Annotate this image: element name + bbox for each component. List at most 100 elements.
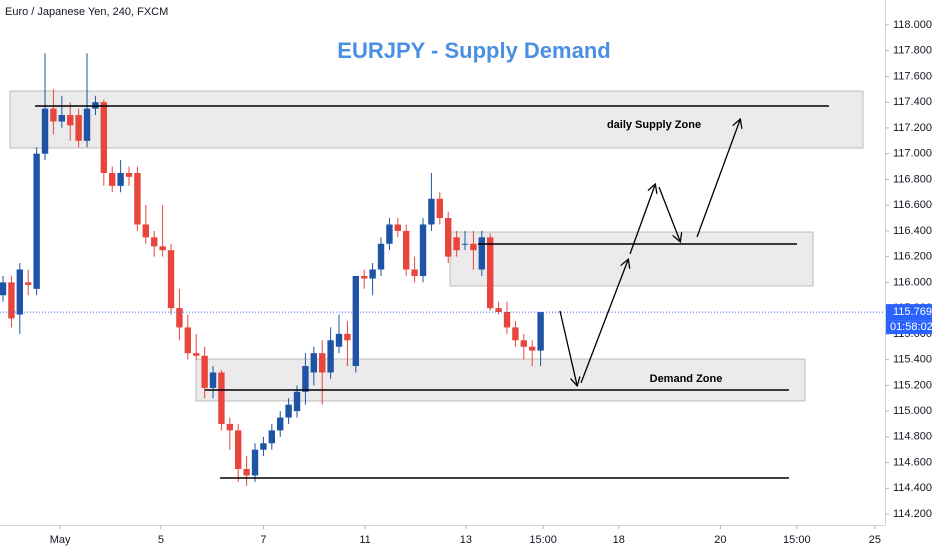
y-tick-label: 116.400 (893, 225, 932, 237)
candle-body (302, 366, 309, 392)
supply-zone (9, 90, 864, 149)
annotation: daily Supply Zone (607, 119, 701, 131)
candle-body (50, 108, 57, 122)
y-tick-label: 114.800 (893, 431, 932, 443)
arrow (658, 186, 680, 241)
candle-body (260, 443, 267, 450)
y-tick-label: 116.800 (893, 173, 932, 185)
candle-body (117, 172, 124, 186)
candle-body (159, 246, 166, 251)
candle-body (109, 172, 116, 186)
candle-body (41, 108, 49, 154)
y-tick-label: 116.200 (893, 251, 932, 263)
candle-body (193, 353, 200, 356)
candle-body (67, 115, 74, 126)
candle-body (33, 153, 40, 289)
chart-title: EURJPY - Supply Demand (337, 38, 610, 63)
candle-body (0, 282, 7, 296)
candle-body (453, 237, 460, 251)
candle-body (184, 327, 192, 354)
candle-body (277, 417, 284, 431)
x-tick-label: 15:00 (783, 534, 811, 546)
candle-body (403, 230, 410, 270)
annotation: Demand Zone (650, 373, 723, 385)
arrow (580, 260, 628, 384)
candle-body (478, 237, 486, 270)
x-tick-label: 20 (714, 534, 726, 546)
arrow (696, 120, 740, 238)
candle-body (520, 340, 528, 347)
candle-body (75, 115, 82, 141)
candle-body (537, 312, 544, 351)
x-tick-label: 18 (613, 534, 625, 546)
drawings (9, 90, 864, 402)
candle-body (445, 218, 452, 257)
last-price-label: 115.769 (893, 306, 932, 318)
candle-body (335, 333, 343, 347)
candle-body (344, 333, 351, 341)
candle-body (8, 282, 15, 319)
candle-body (428, 198, 435, 225)
candle-body (529, 346, 536, 351)
candle-body (134, 172, 141, 225)
candle-body (58, 115, 66, 122)
candle-body (419, 224, 427, 276)
candle-body (319, 353, 326, 373)
y-tick-label: 114.600 (893, 456, 932, 468)
y-tick-label: 116.000 (893, 276, 932, 288)
y-tick-label: 117.400 (893, 96, 932, 108)
candle-body (386, 224, 393, 244)
candle-body (377, 243, 385, 270)
candle-body (251, 449, 259, 476)
candle-body (285, 404, 292, 418)
arrow (629, 185, 655, 255)
y-tick-label: 117.600 (893, 70, 932, 82)
y-tick-label: 115.200 (893, 379, 932, 391)
candle-body (268, 430, 276, 444)
x-tick-label: 25 (869, 534, 881, 546)
candle-body (167, 250, 175, 309)
candle-body (201, 355, 208, 388)
candle-body (151, 237, 158, 247)
x-tick-label: 5 (158, 534, 164, 546)
y-tick-label: 117.800 (893, 45, 932, 57)
y-tick-label: 118.000 (893, 19, 932, 31)
x-tick-label: 7 (260, 534, 266, 546)
last-price-box (886, 304, 932, 321)
candle-body (243, 469, 250, 476)
plot (0, 53, 885, 486)
candle-body (503, 311, 511, 328)
mid-zone (449, 231, 814, 287)
y-tick-label: 115.000 (893, 405, 932, 417)
x-tick-label: 15:00 (529, 534, 557, 546)
candle-body (361, 275, 368, 279)
y-tick-label: 115.400 (893, 354, 932, 366)
candle-body (369, 269, 376, 279)
candle-body (218, 372, 225, 424)
symbol-header: Euro / Japanese Yen, 240, FXCM (5, 6, 168, 18)
candle-body (310, 353, 318, 373)
candle-body (83, 108, 91, 141)
candle-body (512, 327, 519, 341)
countdown-box (886, 320, 932, 335)
x-tick-label: May (50, 534, 71, 546)
candle-body (100, 102, 108, 173)
y-tick-label: 114.200 (893, 508, 932, 520)
y-tick-label: 116.600 (893, 199, 932, 211)
candle-body (394, 224, 402, 231)
candle-body (461, 243, 469, 245)
candle-body (25, 282, 32, 285)
candle-body (226, 423, 234, 431)
candle-body (209, 372, 217, 388)
y-tick-label: 114.400 (893, 482, 932, 494)
y-tick-label: 117.200 (893, 122, 932, 134)
x-tick-label: 11 (359, 534, 370, 546)
y-tick-label: 117.000 (893, 148, 932, 160)
candle-body (125, 172, 133, 177)
countdown-label: 01:58:02 (890, 321, 932, 333)
candle-body (327, 340, 334, 373)
candle-body (235, 430, 242, 470)
candle-body (411, 269, 418, 276)
candle-body (436, 198, 444, 219)
